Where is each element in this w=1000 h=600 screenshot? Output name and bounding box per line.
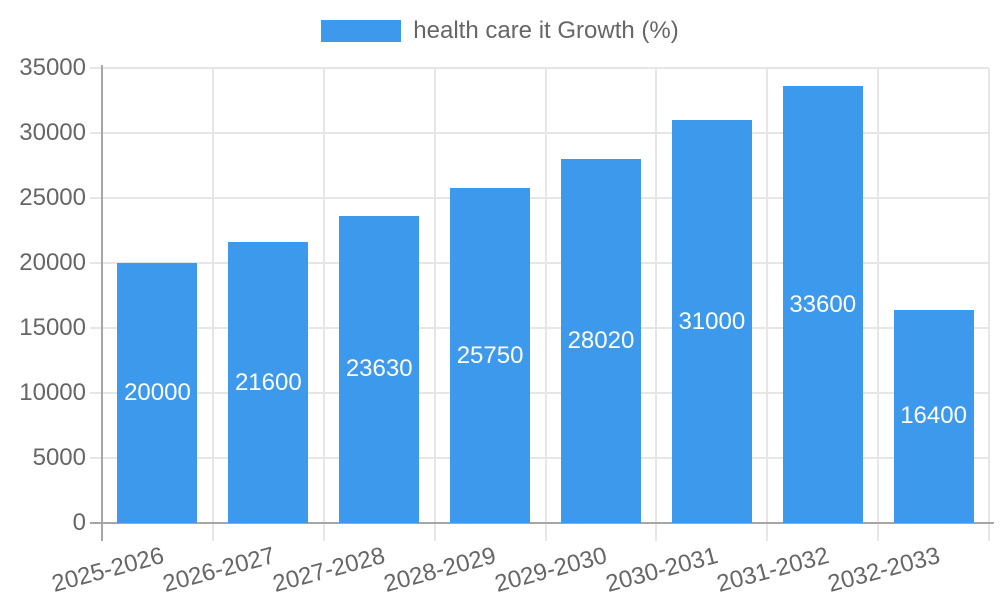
x-tick-label: 2031-2032 [713, 542, 832, 598]
bar-value-label: 33600 [789, 290, 857, 318]
x-tick-label: 2028-2029 [381, 542, 500, 598]
x-gridline [877, 68, 880, 541]
y-gridline [90, 197, 989, 199]
y-tick-label: 25000 [19, 184, 86, 211]
y-gridline [90, 457, 989, 459]
y-tick-label: 0 [72, 509, 86, 536]
y-gridline [90, 327, 989, 329]
x-gridline [322, 68, 325, 541]
y-tick-label: 5000 [32, 444, 86, 471]
x-axis-line [90, 522, 994, 524]
y-gridline [90, 262, 989, 264]
y-gridline [90, 132, 989, 134]
y-gridline [90, 67, 989, 69]
bar-value-label: 28020 [567, 326, 635, 354]
x-tick-label: 2030-2031 [602, 542, 721, 598]
x-tick-label: 2025-2026 [48, 542, 167, 598]
bar: 28020 [560, 158, 641, 523]
bar: 16400 [893, 309, 974, 523]
y-tick-label: 30000 [19, 119, 86, 146]
x-tick-label: 2032-2033 [824, 542, 943, 598]
bar: 23630 [339, 215, 420, 523]
bar-value-label: 20000 [124, 379, 191, 406]
bar-value-label: 16400 [900, 402, 967, 430]
x-tick-label: 2027-2028 [270, 542, 389, 598]
x-gridline [544, 68, 547, 541]
bar: 31000 [671, 120, 752, 523]
y-tick-label: 15000 [19, 314, 86, 341]
bar-value-label: 25750 [456, 341, 524, 369]
bar: 21600 [228, 242, 309, 523]
y-axis-line [101, 65, 103, 541]
legend-swatch [321, 20, 402, 42]
y-tick-label: 20000 [19, 249, 86, 276]
y-gridline [90, 392, 989, 394]
x-gridline [766, 68, 769, 541]
x-gridline [433, 68, 436, 541]
bar: 25750 [450, 188, 531, 523]
x-tick-label: 2026-2027 [159, 542, 278, 598]
bar-value-label: 31000 [678, 307, 746, 335]
y-tick-label: 10000 [19, 379, 86, 406]
bar-value-label: 23630 [345, 355, 413, 383]
x-gridline [211, 68, 214, 541]
bar: 20000 [117, 263, 198, 523]
x-tick-label: 2029-2030 [492, 542, 610, 598]
x-gridline [988, 68, 990, 541]
bar: 33600 [782, 86, 863, 523]
legend-label: health care it Growth (%) [413, 17, 679, 44]
legend-item[interactable]: health care it Growth (%) [321, 17, 679, 45]
legend: health care it Growth (%) [0, 17, 1000, 45]
y-tick-label: 35000 [19, 54, 86, 81]
bar-value-label: 21600 [234, 368, 302, 396]
x-gridline [655, 68, 658, 541]
